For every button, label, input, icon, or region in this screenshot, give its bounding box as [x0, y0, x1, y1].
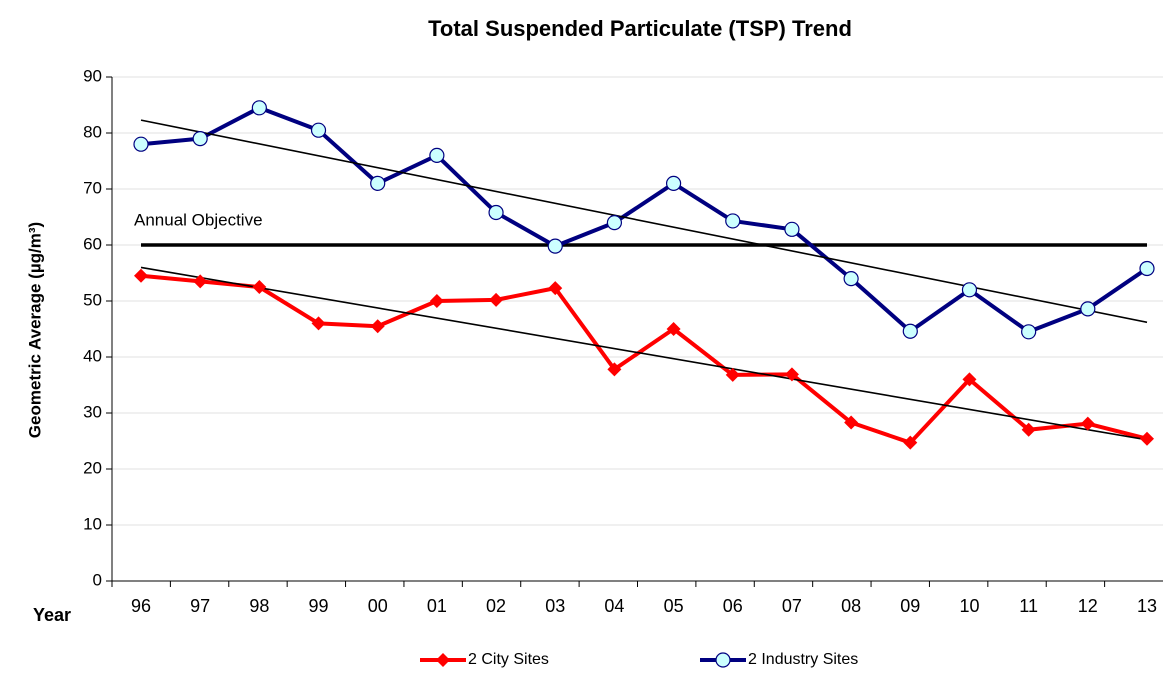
data-point [606, 215, 623, 231]
data-point [1140, 431, 1154, 446]
data-point [902, 323, 918, 339]
data-point [134, 268, 148, 283]
data-point [1021, 422, 1036, 437]
x-tick-label: 10 [959, 596, 979, 616]
trend-line [140, 266, 1148, 441]
x-tick-label: 99 [309, 596, 329, 616]
data-point [784, 221, 800, 237]
data-point [784, 367, 799, 382]
legend-label: 2 Industry Sites [748, 651, 858, 668]
x-tick-label: 02 [486, 596, 506, 616]
legend-marker [715, 652, 731, 668]
data-point [251, 100, 267, 116]
legend-marker [436, 653, 450, 667]
x-tick-label: 09 [900, 596, 920, 616]
y-tick-label: 50 [83, 290, 102, 309]
data-point [1080, 416, 1095, 431]
legend-label: 2 City Sites [468, 651, 549, 668]
data-point [133, 136, 149, 152]
data-point [547, 238, 563, 254]
data-point [962, 372, 977, 387]
y-tick-label: 20 [83, 458, 102, 477]
series-line [140, 105, 1149, 334]
data-point [666, 322, 681, 336]
data-point [310, 122, 327, 138]
data-point [1139, 260, 1155, 277]
data-point [665, 175, 682, 191]
y-tick-label: 60 [83, 234, 102, 253]
y-axis-label: Geometric Average (µg/m³) [25, 222, 44, 438]
data-point [725, 213, 741, 229]
x-tick-label: 01 [427, 596, 447, 616]
data-point [193, 274, 208, 289]
x-tick-label: 13 [1137, 596, 1157, 616]
data-point [844, 415, 859, 430]
x-tick-label: 06 [723, 596, 743, 616]
data-point [843, 271, 859, 287]
data-point [1080, 301, 1096, 317]
x-tick-label: 08 [841, 596, 861, 616]
data-point [1021, 324, 1037, 340]
data-point [961, 282, 978, 298]
y-tick-label: 10 [83, 514, 102, 533]
y-tick-label: 40 [83, 346, 102, 365]
data-point [489, 292, 504, 307]
x-tick-label: 96 [131, 596, 151, 616]
y-tick-label: 30 [83, 402, 102, 421]
y-tick-label: 80 [83, 122, 102, 141]
data-point [252, 280, 267, 294]
x-axis-label: Year [33, 605, 71, 625]
trend-line [140, 119, 1148, 324]
x-tick-label: 03 [545, 596, 565, 616]
data-point [488, 204, 504, 221]
x-tick-label: 11 [1019, 596, 1038, 616]
x-tick-label: 98 [249, 596, 269, 616]
data-point [311, 316, 326, 331]
x-tick-label: 05 [664, 596, 684, 616]
data-point [429, 147, 445, 163]
data-point [725, 367, 740, 382]
data-point [903, 435, 918, 450]
data-point [429, 294, 444, 308]
x-tick-label: 97 [190, 596, 210, 616]
chart-title: Total Suspended Particulate (TSP) Trend [428, 16, 852, 41]
x-tick-label: 12 [1078, 596, 1098, 616]
y-tick-label: 70 [83, 178, 102, 197]
data-point [548, 281, 563, 296]
data-point [192, 131, 208, 147]
x-tick-label: 04 [604, 596, 624, 616]
objective-label: Annual Objective [134, 210, 263, 229]
y-tick-label: 90 [83, 66, 102, 85]
x-tick-label: 00 [368, 596, 388, 616]
data-point [607, 362, 622, 377]
data-point [370, 319, 385, 334]
y-tick-label: 0 [93, 570, 102, 589]
x-tick-label: 07 [782, 596, 802, 616]
series-line [140, 273, 1148, 445]
data-point [370, 175, 386, 191]
